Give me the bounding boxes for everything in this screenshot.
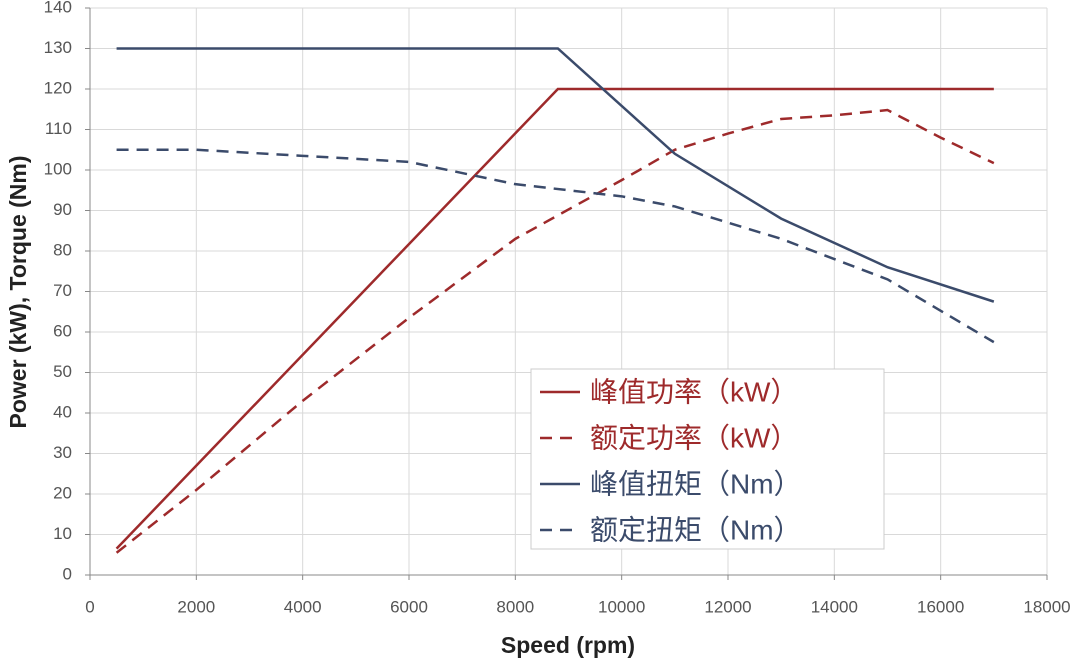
y-tick-label: 60 xyxy=(53,321,72,340)
y-tick-label: 30 xyxy=(53,443,72,462)
y-tick-label: 20 xyxy=(53,483,72,502)
legend-label: 峰值功率（kW） xyxy=(590,376,798,407)
y-tick-label: 10 xyxy=(53,524,72,543)
y-tick-label: 50 xyxy=(53,362,72,381)
series-line xyxy=(115,108,995,554)
x-tick-label: 16000 xyxy=(917,597,964,616)
y-tick-label: 110 xyxy=(45,119,72,138)
series-line xyxy=(116,47,995,303)
legend-label: 额定扭矩（Nm） xyxy=(590,514,802,545)
y-tick-label: 80 xyxy=(53,240,72,259)
x-tick-label: 2000 xyxy=(177,597,215,616)
x-tick-label: 6000 xyxy=(390,597,428,616)
series-line xyxy=(116,148,995,344)
legend-label: 额定功率（kW） xyxy=(590,422,798,453)
y-tick-label: 90 xyxy=(53,200,72,219)
legend-label: 峰值扭矩（Nm） xyxy=(590,468,802,499)
x-tick-label: 12000 xyxy=(704,597,751,616)
legend: 峰值功率（kW） 额定功率（kW） 峰值扭矩（Nm） 额定扭矩（Nm） xyxy=(530,368,885,550)
x-axis-title: Speed (rpm) xyxy=(501,632,635,658)
y-tick-label: 0 xyxy=(63,564,72,583)
y-axis-title: Power (kW), Torque (Nm) xyxy=(5,155,31,428)
y-tick-label: 120 xyxy=(44,78,72,97)
x-tick-label: 10000 xyxy=(598,597,645,616)
x-tick-label: 4000 xyxy=(284,597,322,616)
y-tick-label: 70 xyxy=(53,281,72,300)
x-tick-label: 8000 xyxy=(496,597,534,616)
series-line xyxy=(115,87,994,550)
x-tick-label: 18000 xyxy=(1023,597,1070,616)
y-tick-label: 130 xyxy=(44,38,72,57)
y-tick-label: 140 xyxy=(44,0,72,16)
y-tick-label: 40 xyxy=(53,402,72,421)
x-tick-label: 0 xyxy=(85,597,94,616)
legend-box xyxy=(530,368,885,550)
y-tick-label: 100 xyxy=(44,159,72,178)
x-tick-label: 14000 xyxy=(811,597,858,616)
